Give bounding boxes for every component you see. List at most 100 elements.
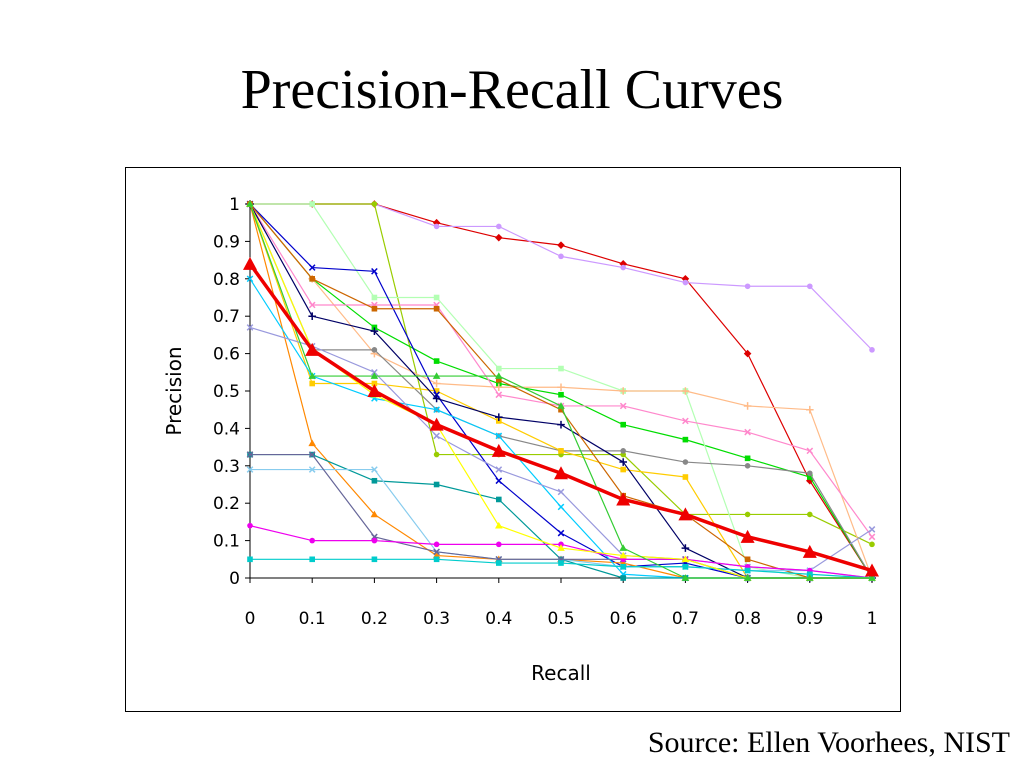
data-point [619, 387, 627, 395]
source-note: Source: Ellen Voorhees, NIST [647, 726, 1010, 759]
data-point [868, 574, 876, 581]
data-point [681, 555, 690, 563]
data-point [558, 406, 564, 413]
y-axis-title: Precision [162, 346, 186, 435]
data-point [744, 511, 751, 518]
data-point [433, 223, 440, 230]
y-tick-label: 1 [229, 195, 240, 215]
x-tick-label: 0.7 [672, 609, 699, 629]
data-point [869, 541, 875, 548]
data-point [433, 481, 440, 488]
data-point [246, 200, 254, 207]
data-point [371, 380, 378, 387]
data-point [744, 283, 751, 290]
data-point [246, 466, 254, 473]
data-point [743, 349, 752, 358]
data-point [433, 541, 440, 548]
data-point [496, 496, 502, 503]
data-point [308, 301, 316, 309]
data-point [433, 548, 440, 556]
x-tick-label: 1 [867, 609, 878, 629]
data-point [495, 391, 503, 399]
data-point [807, 474, 813, 480]
data-point [246, 324, 254, 331]
x-tick-label: 0.8 [734, 609, 761, 629]
y-tick-label: 0.2 [213, 494, 240, 514]
data-point [744, 463, 751, 469]
data-point [433, 432, 440, 440]
data-point [433, 556, 440, 563]
data-point [243, 256, 257, 270]
data-point [806, 405, 814, 414]
data-point [246, 275, 254, 283]
x-tick-label: 0.2 [361, 609, 388, 629]
data-point [496, 541, 502, 548]
chart-axes: 0 0.1 0.2 0.3 0.4 0.5 0.6 0.7 0.8 0.9 1 0 0.1 0.2 0.3 0… [213, 195, 877, 629]
series-23 [243, 256, 879, 577]
series-2 [247, 201, 875, 353]
data-point [743, 402, 752, 410]
data-point [495, 521, 503, 529]
x-axis-title: Recall [531, 661, 591, 685]
x-tick-label: 0 [245, 609, 256, 629]
data-point [496, 223, 502, 230]
data-point [620, 563, 626, 570]
data-point [371, 537, 378, 544]
data-point [495, 383, 503, 392]
data-point [495, 432, 503, 440]
data-point [371, 556, 378, 563]
data-point [744, 556, 751, 563]
x-tick-label: 0.6 [610, 609, 637, 629]
data-point [308, 372, 316, 379]
y-tick-label: 0.4 [213, 419, 240, 439]
series-3 [247, 201, 875, 548]
data-point [433, 358, 440, 364]
data-point [305, 342, 320, 356]
data-point [557, 544, 565, 551]
data-point [495, 233, 503, 242]
y-tick-label: 0.9 [213, 232, 240, 252]
data-point [371, 267, 378, 275]
data-point [557, 420, 565, 429]
data-point [496, 365, 502, 372]
data-point [807, 470, 813, 477]
data-point [309, 537, 315, 544]
data-point [682, 459, 689, 465]
data-point [869, 347, 875, 353]
data-point [558, 391, 564, 398]
data-point [620, 264, 626, 271]
data-point [744, 428, 751, 436]
data-point [682, 474, 689, 480]
data-point [495, 372, 503, 379]
data-point [496, 376, 502, 383]
data-point [682, 279, 689, 286]
data-point [740, 529, 755, 543]
data-point [309, 276, 315, 282]
y-tick-label: 0.1 [213, 532, 240, 552]
data-point [309, 380, 315, 387]
chart-frame: 0 0.1 0.2 0.3 0.4 0.5 0.6 0.7 0.8 0.9 1 0 0.1 0.2 0.3 0… [125, 167, 901, 712]
data-point [371, 305, 378, 312]
data-point [558, 253, 564, 260]
data-point [619, 544, 627, 551]
data-point [743, 574, 752, 581]
data-point [682, 436, 689, 443]
data-point [557, 241, 565, 249]
data-point [744, 455, 751, 462]
data-point [433, 406, 440, 414]
data-point [429, 417, 444, 431]
data-point [432, 394, 441, 403]
y-tick-label: 0.5 [213, 382, 240, 402]
data-point [370, 327, 379, 335]
data-point [247, 522, 253, 529]
data-point [246, 451, 254, 458]
data-point [557, 503, 565, 511]
data-point [806, 574, 814, 581]
data-point [495, 466, 503, 473]
data-point [496, 560, 502, 566]
data-point [370, 510, 379, 518]
data-point [308, 451, 316, 458]
data-point [682, 563, 689, 570]
data-point [371, 294, 378, 301]
chart-series-layer [243, 200, 879, 582]
